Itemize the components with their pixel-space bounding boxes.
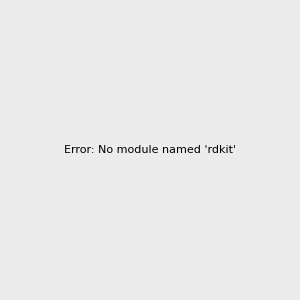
- Text: Error: No module named 'rdkit': Error: No module named 'rdkit': [64, 145, 236, 155]
